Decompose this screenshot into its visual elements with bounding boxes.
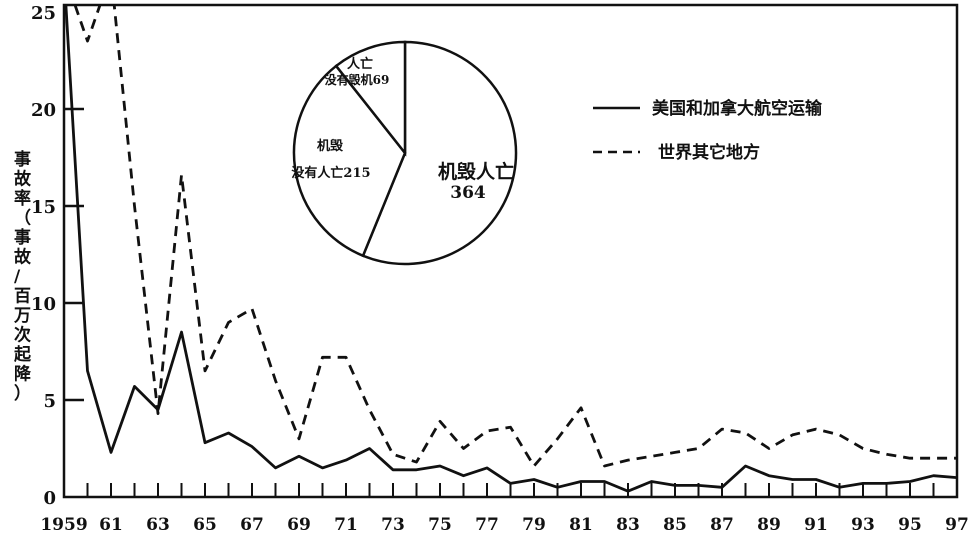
- pie-value-crash-no-death: 没有人亡215: [291, 165, 370, 181]
- pie-label-crash-no-death: 机毁: [317, 138, 344, 154]
- y-tick-label: 0: [43, 488, 56, 509]
- series-group: [64, 0, 957, 491]
- x-tick-label: 73: [381, 515, 405, 535]
- x-tick-label: 93: [851, 515, 875, 535]
- y-tick-label: 20: [31, 100, 56, 121]
- y-tick-label: 25: [31, 3, 56, 24]
- y-tick-label: 10: [31, 294, 56, 315]
- x-tick-label: 65: [193, 515, 217, 535]
- x-tick-label: 83: [616, 515, 640, 535]
- x-tick-label: 67: [240, 515, 264, 535]
- x-tick-label: 75: [428, 515, 452, 535]
- pie-label-fatal-crash: 机毁人亡: [438, 160, 514, 183]
- legend: 美国和加拿大航空运输 世界其它地方: [593, 98, 823, 163]
- legend-label-us-canada: 美国和加拿大航空运输: [652, 98, 823, 119]
- x-tick-label: 91: [804, 515, 828, 535]
- y-axis: 0 5 10 15 20 25: [31, 3, 84, 509]
- x-tick-label: 63: [146, 515, 170, 535]
- y-tick-label: 5: [43, 391, 56, 412]
- x-tick-label: 77: [475, 515, 499, 535]
- series-line-us-canada: [64, 0, 957, 491]
- x-tick-label: 85: [663, 515, 687, 535]
- x-tick-label: 1959: [40, 515, 87, 535]
- pie-value-fatal-crash: 364: [450, 183, 486, 203]
- x-tick-label: 97: [945, 515, 969, 535]
- series-line-rest-of-world: [64, 0, 957, 466]
- x-tick-label: 69: [287, 515, 311, 535]
- y-tick-label: 15: [31, 197, 56, 218]
- x-tick-label: 95: [898, 515, 922, 535]
- pie-label-death-no-crash: 人亡: [347, 56, 373, 72]
- x-tick-label: 61: [99, 515, 123, 535]
- pie-value-death-no-crash: 没有毁机69: [325, 72, 390, 87]
- x-tick-label: 79: [522, 515, 546, 535]
- x-tick-label: 71: [334, 515, 358, 535]
- legend-label-rest-of-world: 世界其它地方: [658, 142, 760, 163]
- x-axis: 1959 61 63 65 67 69 71 73 75 77 79 81 83 85 87 89 91 93 95…: [40, 483, 969, 535]
- x-tick-label: 87: [710, 515, 734, 535]
- x-tick-label: 81: [569, 515, 593, 535]
- plot-frame: [64, 5, 957, 497]
- x-tick-label: 89: [757, 515, 781, 535]
- y-axis-label: 事故率（事故/百万次起降）: [13, 150, 32, 404]
